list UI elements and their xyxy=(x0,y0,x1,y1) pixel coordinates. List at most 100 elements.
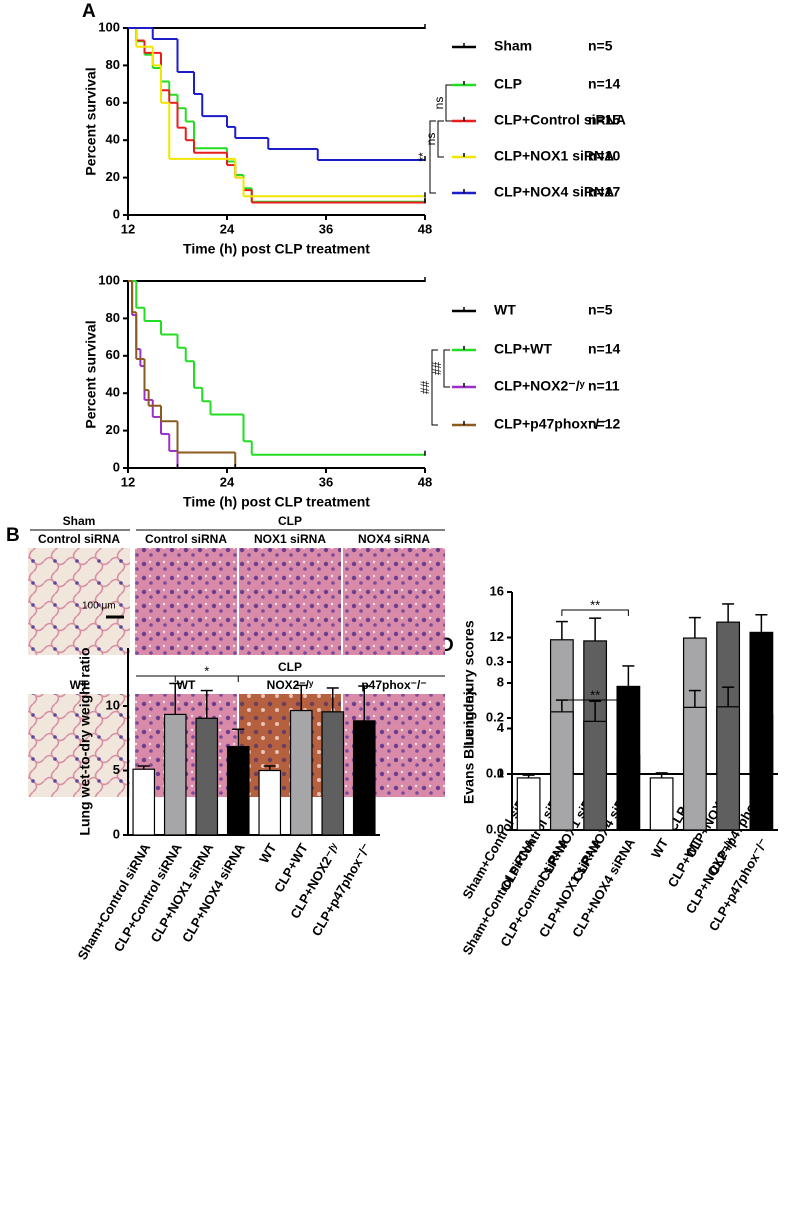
bar xyxy=(649,777,674,831)
image-label: WT xyxy=(177,678,196,692)
bar xyxy=(289,709,313,836)
x-tick-label: CLP+NOX4 siRNA xyxy=(569,835,638,940)
y-tick-label: 20 xyxy=(106,422,120,437)
y-axis-title: Lung injury scores xyxy=(461,620,477,745)
bar xyxy=(258,769,282,836)
y-axis-title: Percent survival xyxy=(83,67,99,175)
bar xyxy=(583,720,608,831)
legend-n: n=11 xyxy=(588,378,620,394)
legend-label: WT xyxy=(494,302,516,318)
bar xyxy=(321,711,345,836)
micrograph xyxy=(135,548,237,655)
y-tick-label: 100 xyxy=(98,19,120,34)
y-tick-label: 20 xyxy=(106,169,120,184)
legend-n: n=12 xyxy=(588,416,621,432)
y-tick-label: 0.1 xyxy=(486,765,504,780)
y-tick-label: 0.0 xyxy=(486,821,504,836)
micrograph xyxy=(343,548,445,655)
y-tick-label: 40 xyxy=(106,385,120,400)
y-tick-label: 0.3 xyxy=(486,653,504,668)
significance-bracket xyxy=(443,349,450,388)
image-label: Control siRNA xyxy=(145,532,227,546)
x-tick-label: 24 xyxy=(220,474,235,489)
bar xyxy=(163,713,187,836)
y-tick-label: 100 xyxy=(98,272,120,287)
y-tick-label: 60 xyxy=(106,347,120,362)
legend-label: CLP+Control siRNA xyxy=(494,112,626,128)
bar xyxy=(226,746,250,836)
x-tick-label: 48 xyxy=(418,474,432,489)
micrograph xyxy=(239,548,341,655)
bar xyxy=(682,706,707,831)
legend-n: n=5 xyxy=(588,38,613,54)
y-axis-title: Evans Blue index xyxy=(461,688,477,804)
bar xyxy=(352,720,376,836)
legend-label: Sham xyxy=(494,38,532,54)
image-label: NOX4 siRNA xyxy=(358,532,430,546)
y-tick-label: 80 xyxy=(106,310,120,325)
panel-letter: B xyxy=(6,525,20,546)
significance-label: ## xyxy=(418,381,432,395)
y-tick-label: 80 xyxy=(106,57,120,72)
image-label: NOX2⁻/ʸ xyxy=(267,678,314,692)
x-tick-label: 12 xyxy=(121,221,135,236)
significance-bracket xyxy=(431,349,438,426)
y-tick-label: 40 xyxy=(106,132,120,147)
x-tick-label: 24 xyxy=(220,221,235,236)
x-tick-label: CLP+p47phox⁻/⁻ xyxy=(309,841,374,939)
legend-n: n=14 xyxy=(588,76,621,92)
significance-bracket xyxy=(174,675,239,682)
y-tick-label: 16 xyxy=(490,583,504,598)
y-tick-label: 0 xyxy=(113,826,120,841)
x-tick-label: 48 xyxy=(418,221,432,236)
y-axis-title: Lung wet-to-dry weight ratio xyxy=(77,647,93,835)
y-axis-title: Percent survival xyxy=(83,320,99,428)
legend-label: CLP+p47phox⁻/⁻ xyxy=(494,416,606,432)
significance-label: ns xyxy=(432,97,446,110)
legend-label: CLP+NOX1 siRNA xyxy=(494,148,614,164)
y-tick-label: 5 xyxy=(113,762,120,777)
significance-label: ns xyxy=(424,133,438,146)
x-tick-label: WT xyxy=(256,841,279,866)
micrograph xyxy=(28,548,130,655)
legend-label: CLP+WT xyxy=(494,341,552,357)
micrograph xyxy=(28,694,130,797)
x-axis-title: Time (h) post CLP treatment xyxy=(183,494,370,510)
y-tick-label: 8 xyxy=(497,674,504,689)
significance-label: ## xyxy=(430,362,444,376)
bar xyxy=(195,717,219,836)
significance-label: ** xyxy=(590,687,600,702)
x-tick-label: WT xyxy=(648,836,671,861)
bar xyxy=(716,706,741,831)
image-label: NOX1 siRNA xyxy=(254,532,326,546)
legend-label: CLP+NOX2⁻/ʸ xyxy=(494,378,586,394)
x-tick-label: 12 xyxy=(121,474,135,489)
significance-bracket xyxy=(561,609,629,616)
bar xyxy=(616,754,641,831)
legend-n: n=14 xyxy=(588,341,621,357)
x-axis-title: Time (h) post CLP treatment xyxy=(183,241,370,257)
significance-label: ** xyxy=(416,152,430,162)
y-tick-label: 4 xyxy=(497,720,505,735)
y-tick-label: 10 xyxy=(106,697,120,712)
y-tick-label: 12 xyxy=(490,629,504,644)
bar xyxy=(132,768,156,836)
y-tick-label: 0.2 xyxy=(486,709,504,724)
y-tick-label: 0 xyxy=(113,206,120,221)
significance-bracket xyxy=(561,699,629,706)
legend-n: n=10 xyxy=(588,148,621,164)
y-tick-label: 0 xyxy=(113,459,120,474)
bar xyxy=(516,777,541,831)
image-label: WT xyxy=(70,678,89,692)
scale-bar-label: 100 μm xyxy=(82,601,116,612)
image-label: Control siRNA xyxy=(38,532,120,546)
x-tick-label: 36 xyxy=(319,474,333,489)
legend-label: CLP xyxy=(494,76,522,92)
bar xyxy=(749,714,774,831)
y-tick-label: 0 xyxy=(497,765,504,780)
group-label: CLP xyxy=(278,660,302,674)
panel-letter: A xyxy=(82,1,96,22)
significance-label: * xyxy=(204,663,209,678)
x-tick-label: 36 xyxy=(319,221,333,236)
